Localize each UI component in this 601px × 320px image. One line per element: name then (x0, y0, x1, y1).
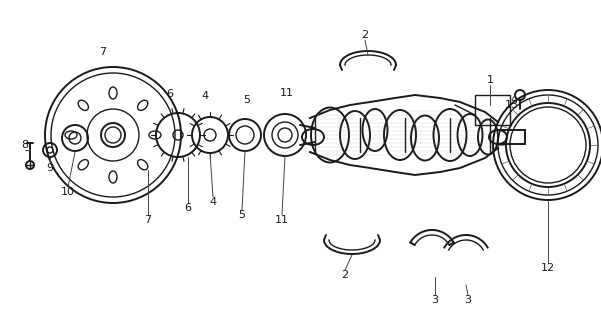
Text: 12: 12 (541, 263, 555, 273)
Text: 6: 6 (185, 203, 192, 213)
Text: 5: 5 (243, 95, 251, 105)
Text: 8: 8 (22, 140, 29, 150)
Text: 3: 3 (432, 295, 439, 305)
Text: 1: 1 (486, 75, 493, 85)
Text: 10: 10 (61, 187, 75, 197)
Text: 7: 7 (99, 47, 106, 57)
Text: 2: 2 (341, 270, 349, 280)
Text: 3: 3 (465, 295, 472, 305)
Text: 4: 4 (209, 197, 216, 207)
Bar (475, 95, 510, 125)
Text: 4: 4 (201, 91, 209, 101)
Text: 11: 11 (275, 215, 289, 225)
Text: 7: 7 (144, 215, 151, 225)
Text: 9: 9 (46, 163, 53, 173)
Text: 6: 6 (166, 89, 174, 99)
Text: 2: 2 (361, 30, 368, 40)
Text: 13: 13 (505, 100, 519, 110)
Text: 11: 11 (280, 88, 294, 98)
Text: 5: 5 (239, 210, 245, 220)
